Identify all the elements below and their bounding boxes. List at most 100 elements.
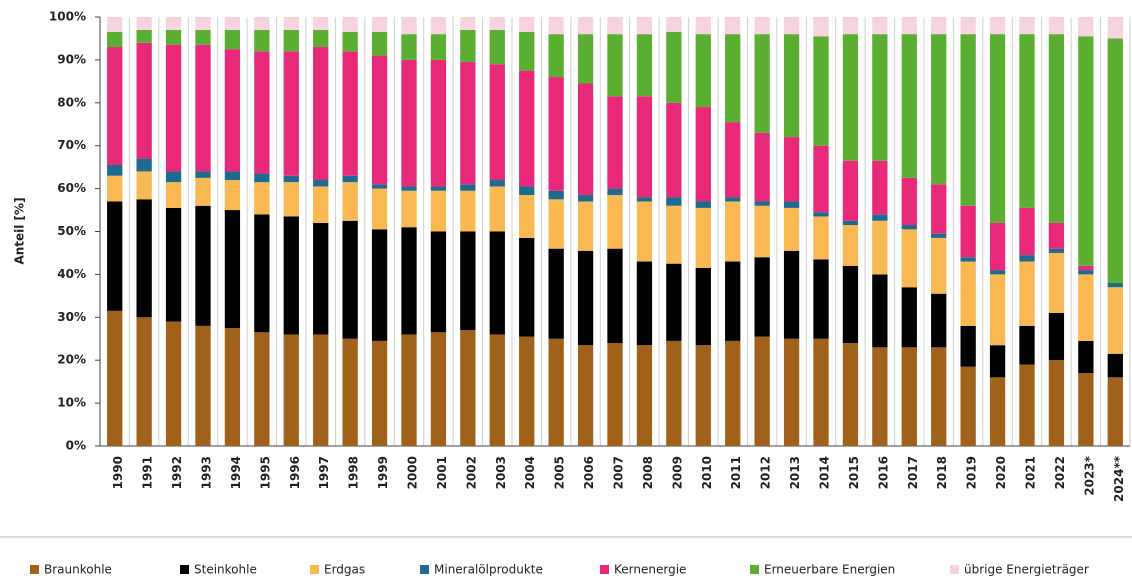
bar-segment [636,201,653,262]
bar-segment [1048,17,1065,35]
bar-segment [931,184,947,234]
bar-segment [931,347,947,446]
bar-segment [901,177,917,226]
bar-segment [195,171,211,178]
bar-segment [754,34,770,133]
bar-segment [754,17,770,35]
bar-segment [695,345,711,446]
bar-segment [842,220,859,226]
bar-segment [695,207,711,268]
bar-segment [725,340,741,446]
bar-segment [901,34,917,178]
bar-segment [224,29,241,50]
bar-segment [107,201,123,311]
legend-swatch [30,565,39,574]
bar-segment [430,231,447,333]
bar-segment [107,165,123,176]
x-tick-label: 1991 [141,456,155,489]
bar-segment [519,336,535,446]
legend-label: Kernenergie [614,563,686,577]
bar-segment [577,250,594,346]
bar-segment [666,102,682,198]
bar-segment [783,17,800,35]
legend-label: Braunkohle [44,563,112,577]
legend-swatch [750,565,759,574]
bar-segment [283,51,299,176]
bar-segment [577,83,594,196]
bar-segment [548,190,564,200]
x-tick-label: 2014 [818,456,832,489]
bar-segment [754,201,770,206]
bar-segment [577,34,594,84]
bar-segment [107,32,123,48]
x-tick-label: 2008 [641,456,655,489]
bar-segment [725,122,741,198]
y-axis-label: Anteil [%] [13,197,27,264]
bar-segment [725,261,741,341]
bar-segment [607,96,623,189]
bar-segment [1107,353,1123,378]
legend-swatch [180,565,189,574]
y-tick-label: 30% [57,310,86,324]
bar-segment [842,34,859,161]
bar-segment [371,229,388,341]
bar-segment [901,225,917,230]
bar-segment [548,77,564,191]
bar-segment [1107,282,1123,288]
bar-segment [548,17,564,35]
bar-segment [313,180,329,187]
bar-segment [666,205,682,264]
bar-segment [519,195,535,238]
x-tick-label: 2019 [965,456,979,489]
bar-segment [519,32,535,71]
bar-segment [283,17,299,30]
bar-segment [195,205,211,326]
bar-segment [107,310,123,446]
bar-segment [254,214,270,333]
bar-segment [931,237,947,294]
bar-segment [165,29,182,45]
bar-segment [1019,364,1035,446]
bar-segment [254,29,270,52]
bar-segment [872,347,888,446]
x-tick-label: 1990 [111,456,125,489]
bar-segment [1048,222,1065,249]
bar-segment [430,17,447,35]
x-tick-label: 1997 [317,456,331,489]
x-tick-label: 2002 [464,456,478,489]
bar-segment [342,32,358,52]
y-tick-label: 20% [57,353,86,367]
bar-segment [313,334,329,446]
bar-segment [165,44,182,172]
bar-segment [342,175,358,183]
bar-segment [254,17,270,30]
bar-segment [460,190,476,232]
bar-segment [607,34,623,97]
x-tick-label: 2004 [523,456,537,489]
x-tick-label: 2022 [1053,456,1067,489]
bar-segment [460,231,476,331]
legend-label: Steinkohle [194,563,257,577]
legend-swatch [420,565,429,574]
bar-segment [342,338,358,446]
bar-segment [1107,377,1123,446]
bar-segment [725,17,741,35]
bar-segment [165,17,182,30]
bar-segment [813,338,829,446]
y-tick-label: 70% [57,138,86,152]
bar-segment [254,173,270,183]
bar-segment [989,222,1006,271]
bar-segment [931,34,947,185]
y-tick-label: 10% [57,396,86,410]
x-tick-label: 1994 [229,456,243,489]
bar-segment [725,197,741,202]
bar-segment [1019,261,1035,326]
bar-segment [1078,340,1094,374]
bar-segment [283,334,299,446]
bar-segment [666,340,682,446]
x-tick-label: 2013 [788,456,802,489]
bar-segment [695,201,711,208]
legend-swatch [310,565,319,574]
bar-segment [1107,17,1123,39]
bar-segment [519,70,535,187]
